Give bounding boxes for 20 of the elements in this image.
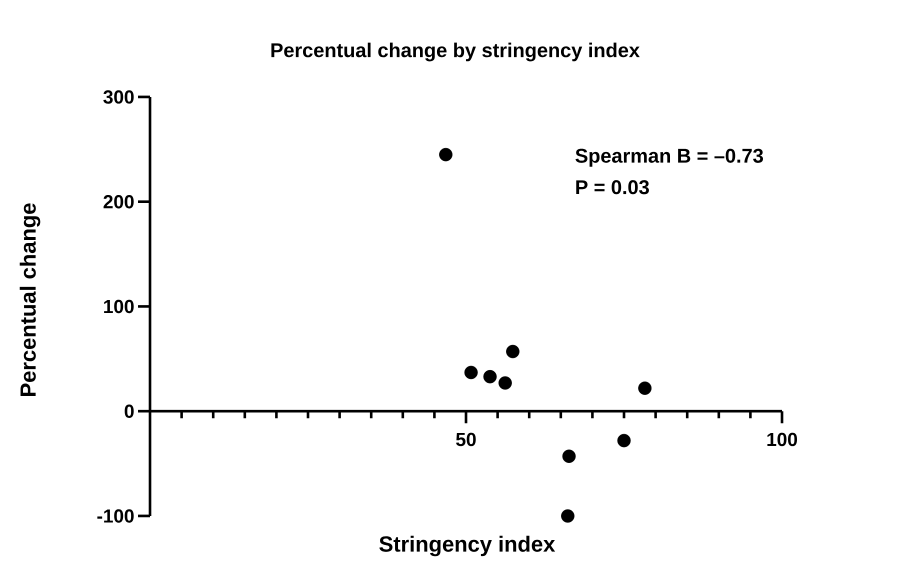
point [562,450,576,463]
y-tick-label: 0 [124,404,134,418]
point [506,344,520,358]
point [498,376,512,390]
point [561,509,574,523]
point [464,366,478,380]
annotation: Spearman B = –0.73 [575,148,763,167]
y-tick-label: 100 [104,300,134,314]
y-tick-label: 300 [103,90,134,104]
point [617,434,631,448]
point [638,381,652,395]
y-tick-label: 200 [104,195,134,208]
point [439,148,452,162]
x-axis-title: Stringency index [379,536,556,556]
y-axis-title: Percentual change [20,203,40,396]
x-tick-label: 50 [456,432,476,446]
chart-title: Percentual change by stringency index [271,42,640,62]
y-tick-label: -100 [97,509,134,523]
annotation: P = 0.03 [576,180,649,194]
point [483,370,497,384]
